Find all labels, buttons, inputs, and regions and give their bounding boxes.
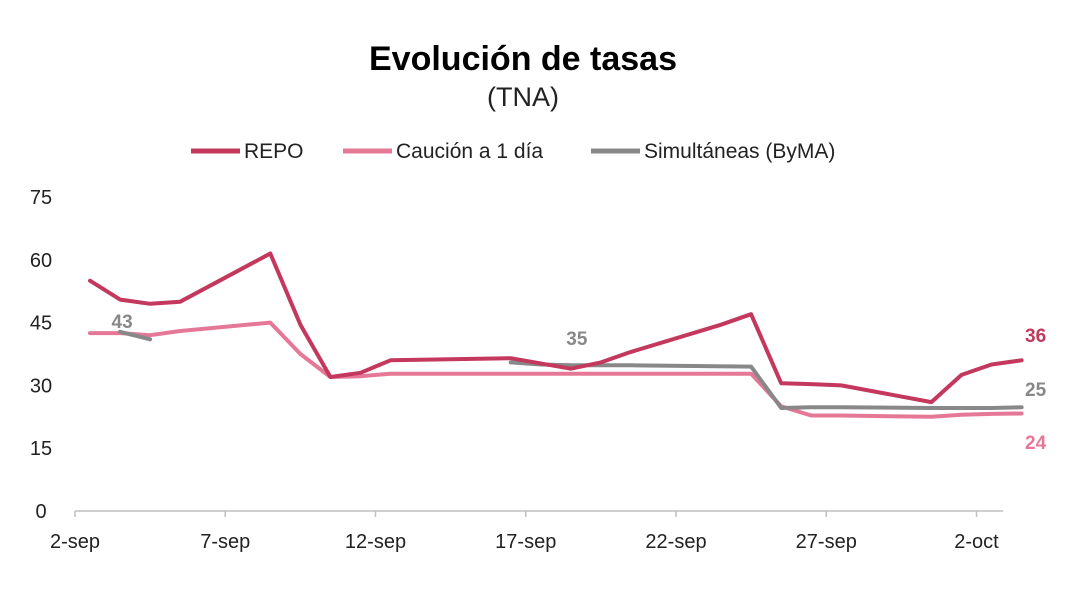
- legend: REPO Caución a 1 día Simultáneas (ByMA): [191, 140, 835, 163]
- data-label-simultaneas-mid: 35: [566, 329, 588, 350]
- x-tick-label: 2-sep: [50, 531, 100, 553]
- data-label-repo-last: 36: [1025, 326, 1046, 347]
- x-tick-label: 7-sep: [200, 531, 250, 553]
- y-tick-label: 0: [35, 501, 46, 523]
- chart-subtitle: (TNA): [487, 82, 559, 112]
- y-tick-label: 30: [30, 375, 52, 397]
- y-tick-label: 60: [30, 250, 52, 272]
- axes: 0 15 30 45 60 75 2-sep 7-sep 12-sep 17-sep 22-sep 2…: [30, 187, 1003, 553]
- x-tick-label: 12-sep: [345, 531, 406, 553]
- series-line-simultaneas: [118, 329, 153, 342]
- y-tick-label: 45: [30, 313, 52, 335]
- x-tick-label: 2-oct: [954, 531, 999, 553]
- x-tick-label: 22-sep: [645, 531, 706, 553]
- series-line-repo: [88, 251, 1024, 405]
- data-labels: 36 24 43 35 25: [112, 312, 1047, 454]
- series-line-simultaneas-segment: [508, 360, 1024, 410]
- data-label-caucion-last: 24: [1025, 433, 1047, 454]
- y-tick-label: 75: [30, 187, 52, 209]
- x-tick-label: 27-sep: [796, 531, 857, 553]
- legend-label-repo: REPO: [244, 140, 304, 163]
- chart-title: Evolución de tasas: [369, 40, 677, 78]
- data-label-simultaneas-first: 43: [112, 312, 133, 333]
- legend-label-simultaneas: Simultáneas (ByMA): [644, 140, 835, 163]
- x-tick-label: 17-sep: [495, 531, 556, 553]
- series-layer: [88, 251, 1024, 419]
- y-tick-label: 15: [30, 438, 52, 460]
- legend-label-caucion: Caución a 1 día: [396, 140, 543, 163]
- data-label-simultaneas-last: 25: [1025, 380, 1047, 401]
- series-line-caucion: [88, 320, 1024, 419]
